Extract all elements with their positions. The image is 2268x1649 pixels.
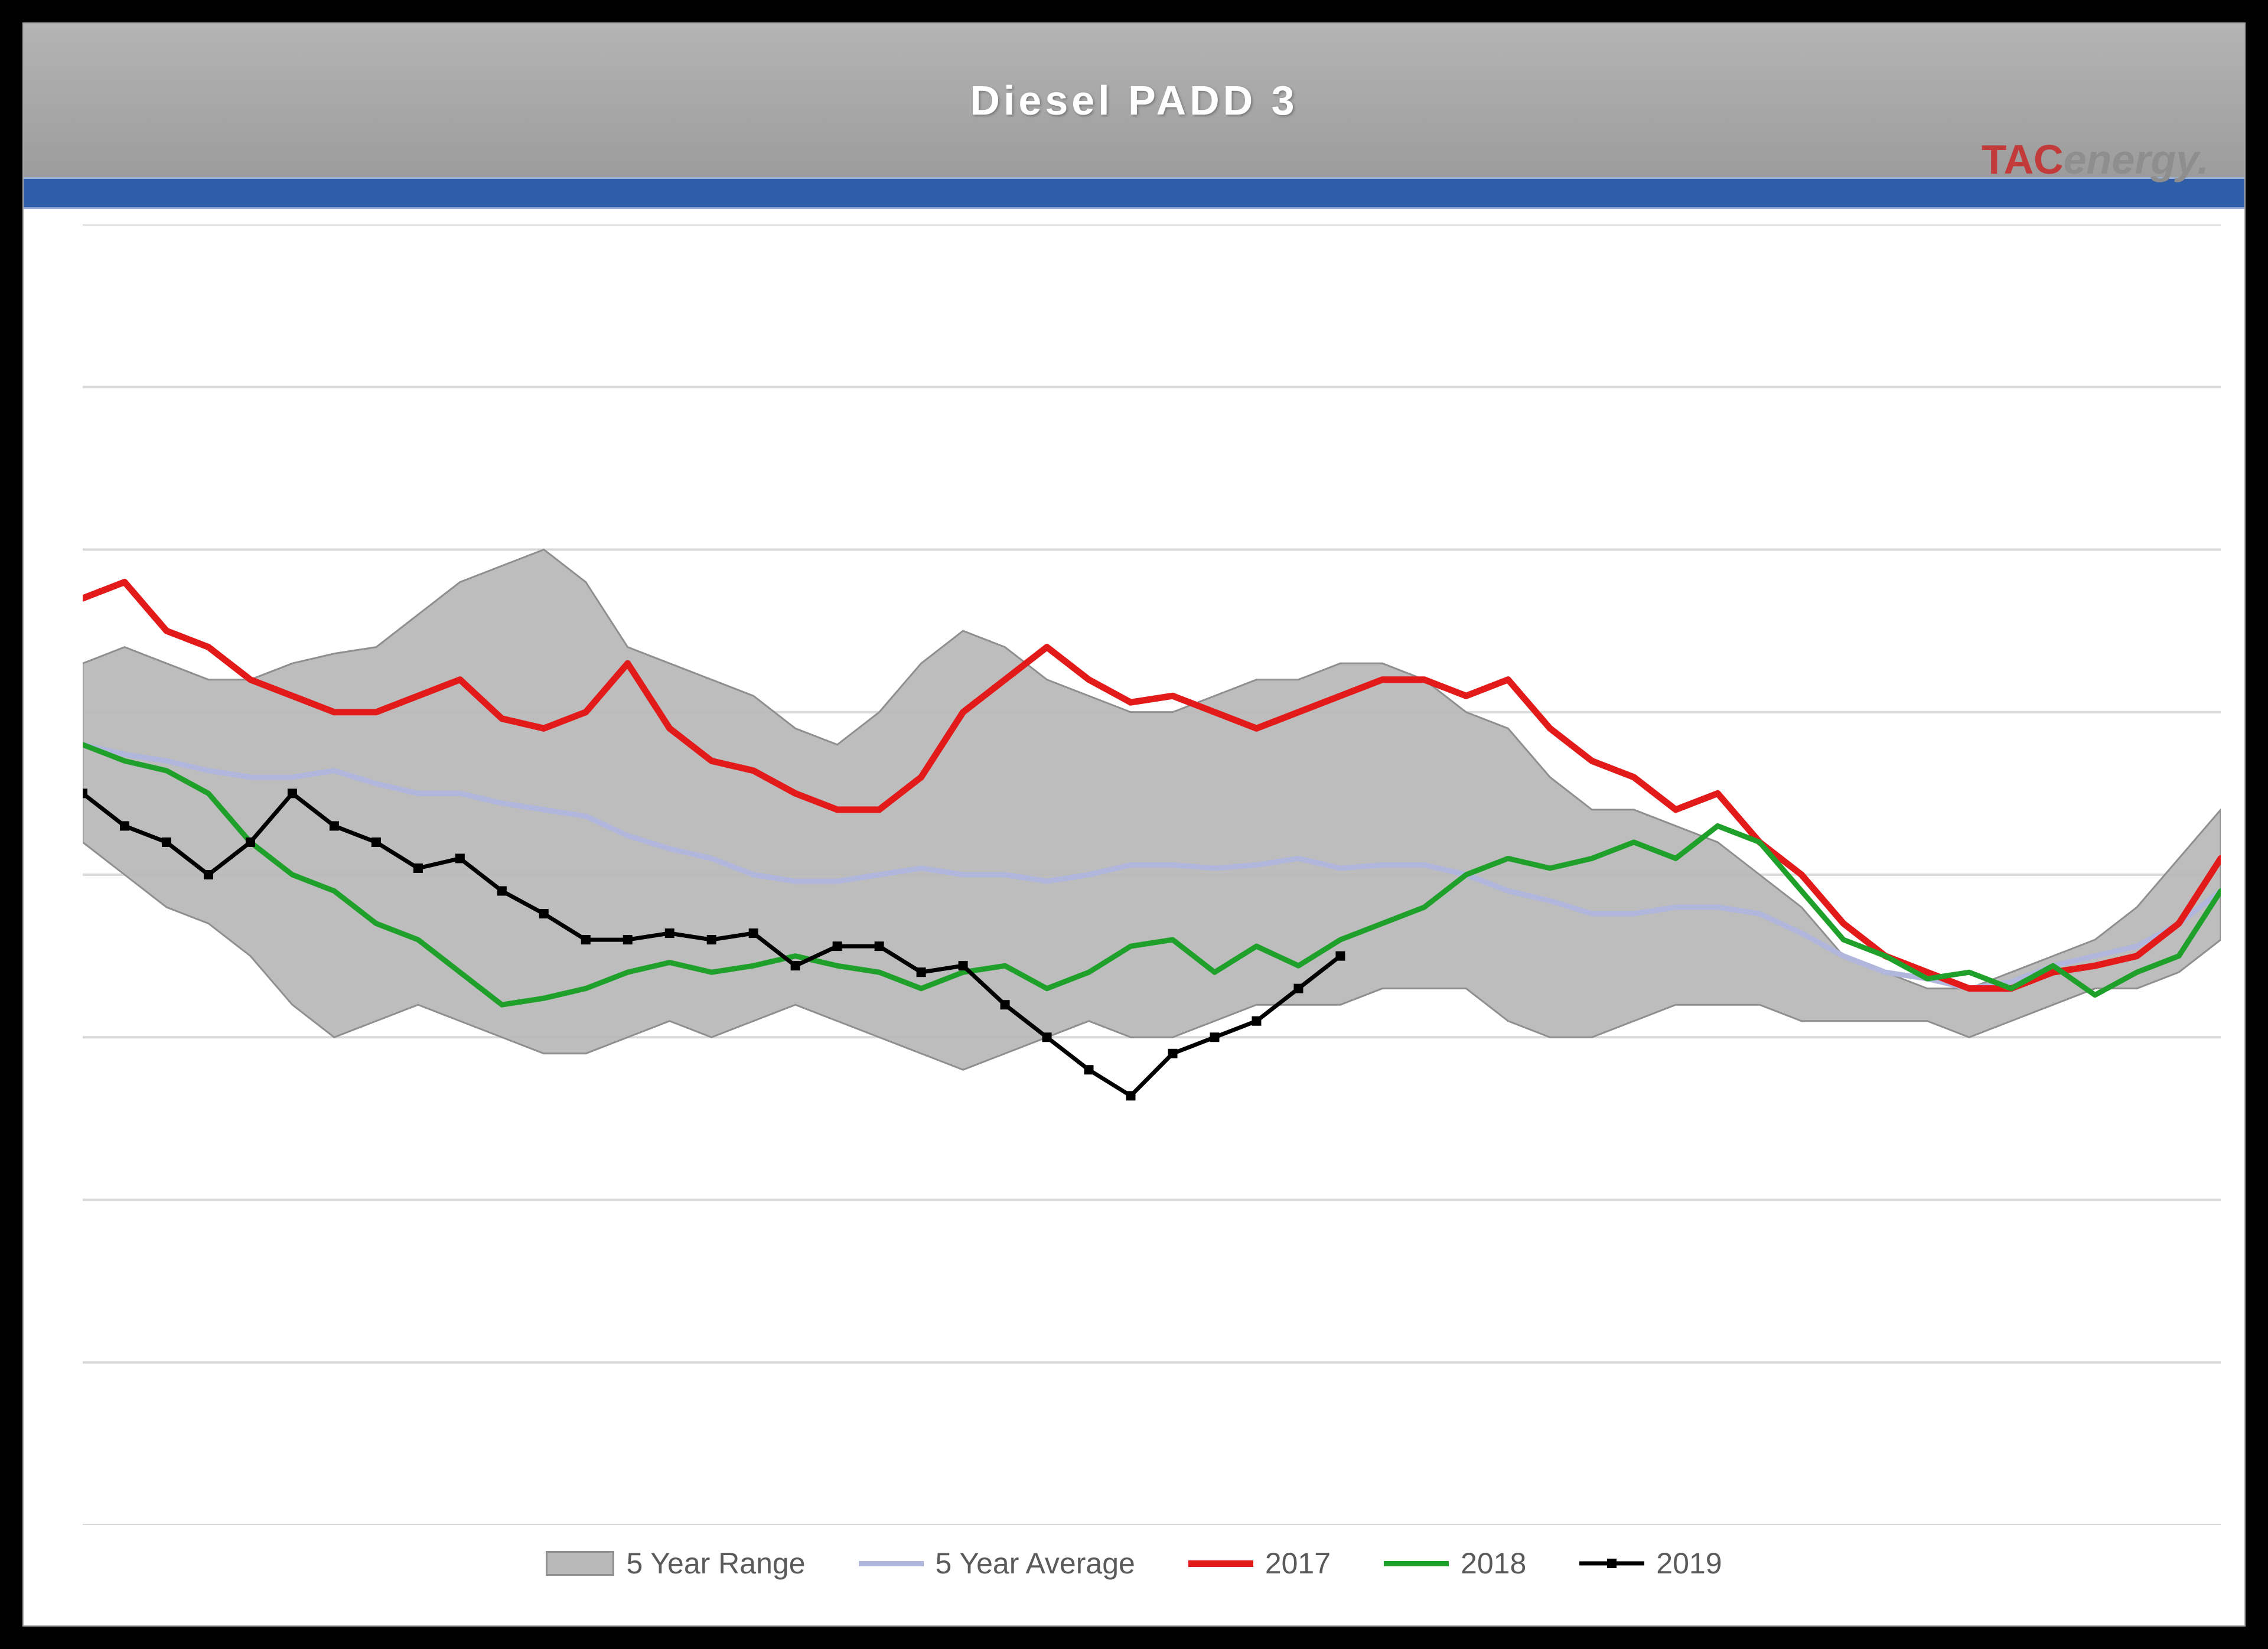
legend-label-2017: 2017	[1265, 1546, 1331, 1580]
brand-logo: TACenergy.	[1982, 136, 2209, 183]
logo-gray-text: energy	[2064, 136, 2198, 183]
legend-item-range: 5 Year Range	[546, 1546, 805, 1580]
chart-panel: Diesel PADD 3 TACenergy. 5 Year Range 5 …	[24, 24, 2244, 1625]
legend: 5 Year Range 5 Year Average 2017 2018 20…	[24, 1537, 2244, 1590]
separator-bar	[24, 177, 2244, 209]
legend-swatch-2017	[1188, 1560, 1253, 1567]
legend-item-2018: 2018	[1384, 1546, 1526, 1580]
legend-swatch-avg	[859, 1561, 924, 1566]
plot-area	[83, 224, 2221, 1525]
legend-swatch-2019	[1579, 1557, 1644, 1569]
logo-red-text: TAC	[1982, 136, 2064, 183]
legend-item-2019: 2019	[1579, 1546, 1722, 1580]
chart-title: Diesel PADD 3	[970, 77, 1298, 124]
title-bar: Diesel PADD 3 TACenergy.	[24, 24, 2244, 177]
legend-label-2019: 2019	[1656, 1546, 1722, 1580]
legend-swatch-2018	[1384, 1561, 1449, 1566]
legend-label-2018: 2018	[1461, 1546, 1526, 1580]
legend-label-range: 5 Year Range	[626, 1546, 805, 1580]
legend-swatch-range	[546, 1551, 614, 1576]
legend-item-avg: 5 Year Average	[859, 1546, 1135, 1580]
legend-item-2017: 2017	[1188, 1546, 1331, 1580]
chart-svg	[83, 224, 2221, 1525]
legend-label-avg: 5 Year Average	[936, 1546, 1135, 1580]
